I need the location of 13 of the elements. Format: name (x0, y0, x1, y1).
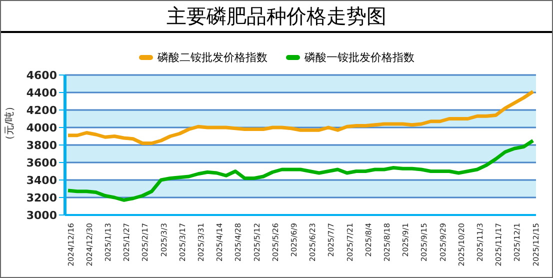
y-tick-label: 4600 (26, 68, 58, 82)
y-tick-label: 3200 (26, 191, 58, 204)
y-tick-label: 4400 (26, 86, 58, 100)
y-axis-title: （元/吨） (4, 102, 16, 145)
y-tick-label: 4200 (26, 104, 58, 117)
y-tick-label: 3800 (26, 138, 58, 152)
y-tick-label: 3000 (26, 208, 58, 222)
chart-title: 主要磷肥品种价格走势图 (1, 1, 552, 33)
legend-label: 磷酸一铵批发价格指数 (304, 50, 414, 64)
y-tick-label: 4000 (26, 121, 58, 134)
y-tick-label: 3600 (26, 156, 58, 170)
y-tick-label: 3400 (26, 174, 58, 187)
legend-label: 磷酸二铵批发价格指数 (156, 50, 268, 64)
